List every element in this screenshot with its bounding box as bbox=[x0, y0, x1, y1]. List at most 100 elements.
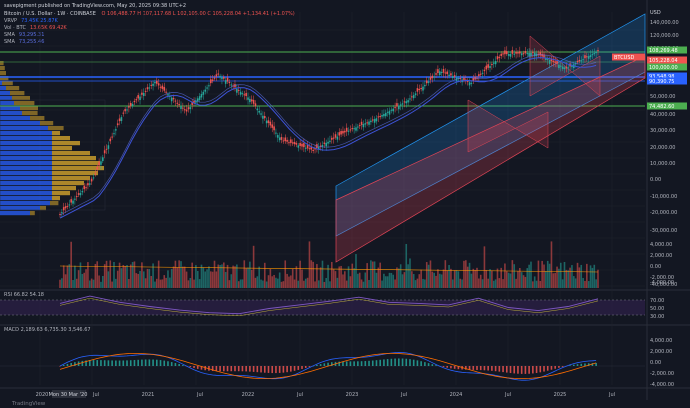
price-candle bbox=[468, 82, 471, 86]
volume-bar bbox=[593, 264, 596, 288]
volume-bar bbox=[306, 277, 309, 288]
rsi-line bbox=[59, 295, 599, 315]
volume-bar bbox=[420, 269, 422, 288]
volume-profile-bar bbox=[0, 126, 48, 131]
volume-bar bbox=[245, 268, 247, 288]
price-candle bbox=[183, 109, 186, 111]
volume-bar bbox=[286, 273, 288, 288]
price-candle bbox=[571, 65, 573, 68]
macd-histogram-bar bbox=[230, 366, 233, 372]
volume-profile-bar bbox=[52, 171, 98, 176]
price-candle bbox=[236, 88, 238, 93]
price-candle bbox=[113, 133, 115, 135]
sma2-legend[interactable]: SMA 73,255.46 bbox=[4, 39, 48, 45]
price-candle bbox=[83, 185, 86, 190]
volume-bar bbox=[204, 271, 207, 288]
volume-bar bbox=[535, 280, 538, 288]
vol-legend[interactable]: Vol · BTC 13.65K 69.42K bbox=[4, 25, 71, 31]
price-candle bbox=[254, 103, 257, 107]
volume-bar bbox=[284, 260, 287, 288]
macd-histogram-bar bbox=[416, 360, 419, 366]
x-tick-label: Jul bbox=[296, 392, 303, 398]
y-tick-label: 40,000.00 bbox=[650, 112, 675, 118]
price-candle bbox=[131, 103, 134, 107]
volume-bar bbox=[221, 264, 223, 288]
price-candle bbox=[180, 106, 182, 109]
rsi-tick-label: 50.00 bbox=[650, 306, 664, 312]
macd-histogram-bar bbox=[167, 361, 169, 366]
volume-bar bbox=[368, 280, 370, 288]
volume-profile-bar bbox=[0, 206, 40, 211]
price-candle bbox=[504, 50, 506, 55]
sma1-legend[interactable]: SMA 93,295.31 bbox=[4, 32, 48, 38]
macd-histogram-bar bbox=[498, 366, 501, 372]
volume-profile-bar bbox=[22, 111, 38, 116]
vrvp-legend[interactable]: VRVP 73.45K 25.87K bbox=[4, 18, 62, 24]
price-candle bbox=[92, 177, 95, 179]
price-candle bbox=[548, 60, 551, 64]
price-candle bbox=[170, 97, 173, 102]
macd-histogram-bar bbox=[290, 366, 292, 372]
price-candle bbox=[152, 83, 154, 86]
macd-histogram-bar bbox=[182, 365, 184, 366]
price-candle bbox=[116, 123, 119, 126]
volume-bar bbox=[470, 273, 473, 288]
volume-bar bbox=[543, 264, 545, 288]
macd-histogram-bar bbox=[215, 366, 218, 372]
volume-ma-line bbox=[59, 265, 599, 273]
volume-profile-bar bbox=[48, 126, 64, 131]
macd-histogram-bar bbox=[234, 366, 236, 372]
volume-bar bbox=[394, 279, 396, 288]
macd-histogram-bar bbox=[252, 366, 255, 372]
price-candle bbox=[550, 59, 553, 62]
price-candle bbox=[357, 126, 359, 128]
price-candle bbox=[139, 96, 141, 101]
price-candle bbox=[150, 84, 153, 86]
symbol-title[interactable]: Bitcoin / U.S. Dollar · 1W · COINBASE bbox=[4, 11, 96, 17]
volume-bar bbox=[107, 271, 110, 288]
volume-bar bbox=[357, 273, 359, 288]
price-tag-label: 105,228.04 bbox=[649, 58, 678, 64]
rsi-legend: RSI 66.82 54.18 bbox=[4, 292, 44, 298]
volume-profile-bar bbox=[0, 101, 14, 106]
price-candle bbox=[87, 183, 89, 186]
macd-tick-label: 2,000.00 bbox=[650, 349, 672, 355]
volume-profile-bar bbox=[0, 201, 50, 206]
volume-bar bbox=[520, 272, 523, 288]
volume-bar bbox=[422, 278, 424, 288]
volume-bar bbox=[124, 265, 126, 288]
volume-bar bbox=[126, 264, 128, 288]
macd-tick-label: -2,000.00 bbox=[650, 371, 674, 377]
volume-bar bbox=[163, 275, 166, 288]
macd-histogram-bar bbox=[103, 360, 106, 366]
volume-bar bbox=[195, 265, 197, 288]
volume-bar bbox=[265, 281, 268, 288]
volume-profile-bar bbox=[0, 161, 52, 166]
price-candle bbox=[371, 119, 374, 121]
price-candle bbox=[144, 90, 147, 92]
volume-tick-label: 4,000.00 bbox=[650, 242, 672, 248]
volume-bar bbox=[271, 276, 274, 288]
volume-bar bbox=[345, 280, 348, 288]
macd-signal-line bbox=[59, 353, 597, 379]
x-tick-label: Jul bbox=[196, 392, 203, 398]
volume-bar bbox=[260, 279, 262, 288]
volume-bar bbox=[338, 266, 341, 288]
volume-bar bbox=[403, 272, 406, 288]
volume-bar bbox=[208, 266, 210, 288]
volume-bar bbox=[103, 264, 106, 288]
macd-histogram-bar bbox=[301, 366, 303, 369]
price-candle bbox=[349, 129, 352, 131]
volume-bar bbox=[414, 280, 417, 288]
volume-bar bbox=[98, 275, 100, 288]
macd-histogram-bar bbox=[513, 366, 516, 374]
price-candle bbox=[492, 62, 495, 64]
volume-bar bbox=[371, 261, 374, 288]
price-candle bbox=[275, 132, 277, 134]
price-candle bbox=[319, 145, 322, 147]
price-candle bbox=[267, 120, 270, 124]
volume-profile-bar bbox=[0, 156, 52, 161]
volume-profile-bar bbox=[52, 181, 84, 186]
price-candle bbox=[107, 145, 110, 149]
